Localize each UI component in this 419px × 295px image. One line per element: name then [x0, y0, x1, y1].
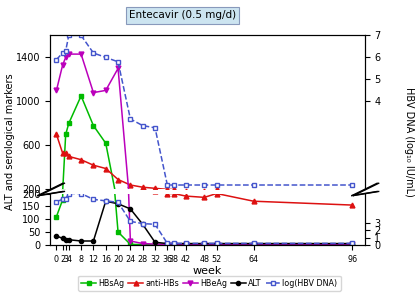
Legend: HBsAg, anti-HBs, HBeAg, ALT, log(HBV DNA): HBsAg, anti-HBs, HBeAg, ALT, log(HBV DNA… — [78, 276, 341, 291]
Text: Entecavir (0.5 mg/d): Entecavir (0.5 mg/d) — [129, 10, 236, 20]
Text: HBV DNA (log₁₀ IU/mL): HBV DNA (log₁₀ IU/mL) — [403, 87, 414, 196]
Text: ALT and serological markers: ALT and serological markers — [5, 73, 16, 210]
X-axis label: week: week — [193, 266, 222, 276]
